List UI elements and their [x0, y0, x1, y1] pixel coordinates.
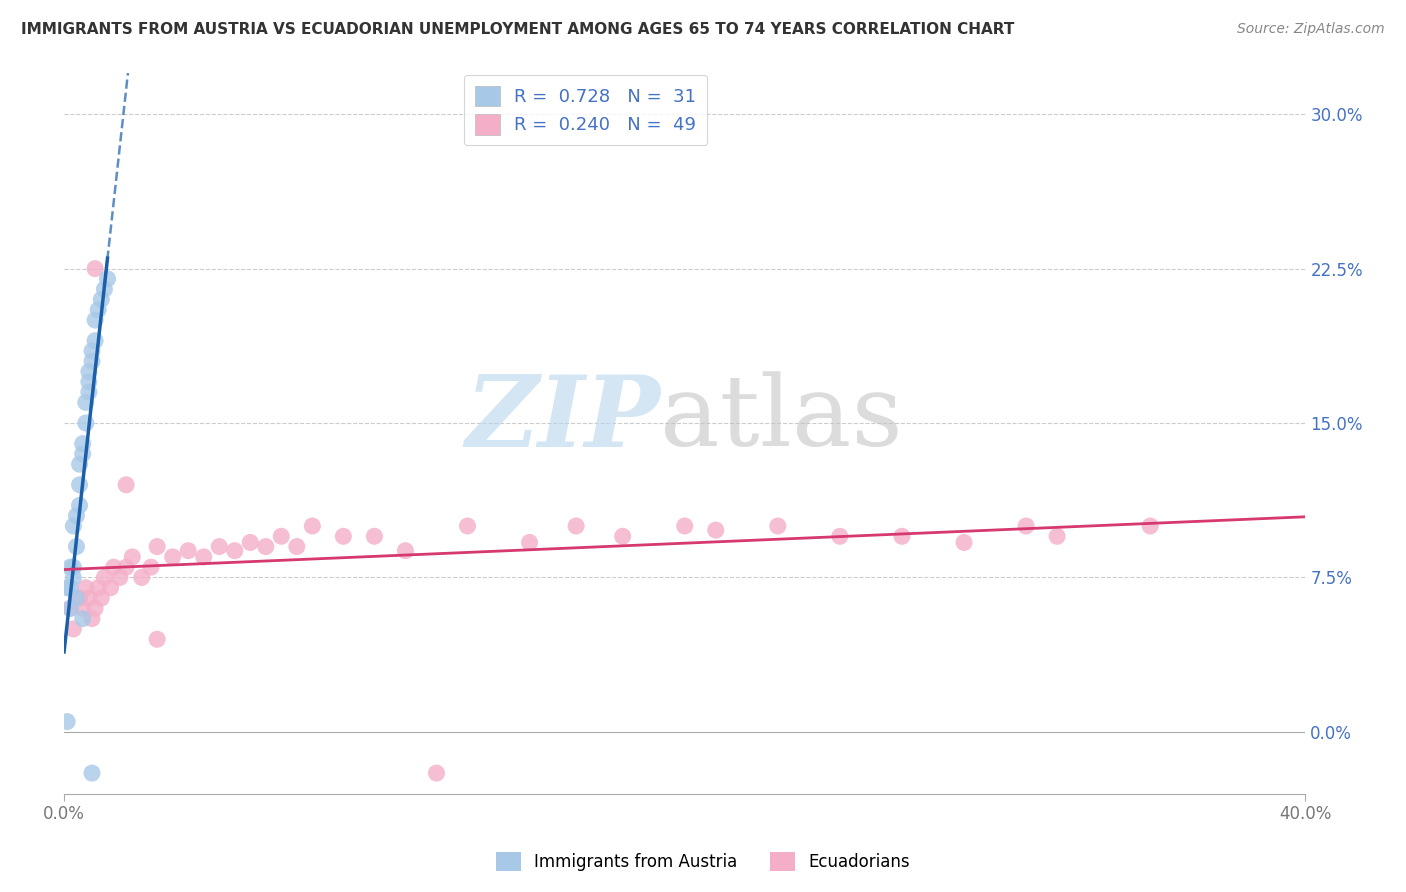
Legend: Immigrants from Austria, Ecuadorians: Immigrants from Austria, Ecuadorians [488, 843, 918, 880]
Point [239, 535, 262, 549]
Point [69, 499, 91, 513]
Point [828, 529, 851, 543]
Point [131, 570, 153, 584]
Point [77, 365, 100, 379]
Point [103, 560, 125, 574]
Point [456, 519, 478, 533]
Point [177, 543, 200, 558]
Point [56, 714, 79, 729]
Point [72, 612, 94, 626]
Point [75, 416, 97, 430]
Point [121, 549, 143, 564]
Point [270, 529, 292, 543]
Point [146, 632, 169, 647]
Point [301, 519, 323, 533]
Point [75, 581, 97, 595]
Point [80, 343, 103, 358]
Point [90, 293, 112, 307]
Point [224, 543, 246, 558]
Point [254, 540, 277, 554]
Point [77, 591, 100, 605]
Point [704, 523, 727, 537]
Point [673, 519, 696, 533]
Point [1046, 529, 1069, 543]
Point [84, 601, 107, 615]
Point [75, 395, 97, 409]
Point [612, 529, 634, 543]
Point [62, 519, 84, 533]
Point [162, 549, 184, 564]
Point [77, 385, 100, 400]
Point [69, 591, 91, 605]
Point [65, 591, 87, 605]
Point [65, 508, 87, 523]
Point [285, 540, 308, 554]
Point [363, 529, 385, 543]
Point [115, 560, 138, 574]
Point [146, 540, 169, 554]
Point [1015, 519, 1038, 533]
Point [59, 560, 82, 574]
Text: atlas: atlas [659, 371, 903, 467]
Point [332, 529, 354, 543]
Point [93, 570, 115, 584]
Point [891, 529, 914, 543]
Point [90, 591, 112, 605]
Point [77, 375, 100, 389]
Point [1139, 519, 1161, 533]
Point [80, 612, 103, 626]
Point [62, 560, 84, 574]
Point [100, 581, 122, 595]
Point [62, 570, 84, 584]
Point [72, 447, 94, 461]
Point [72, 436, 94, 450]
Point [565, 519, 588, 533]
Point [59, 601, 82, 615]
Point [69, 478, 91, 492]
Point [953, 535, 976, 549]
Point [72, 601, 94, 615]
Point [80, 354, 103, 368]
Point [69, 457, 91, 471]
Point [394, 543, 416, 558]
Point [62, 622, 84, 636]
Point [59, 581, 82, 595]
Point [425, 766, 447, 780]
Point [519, 535, 541, 549]
Point [93, 282, 115, 296]
Point [766, 519, 789, 533]
Point [84, 313, 107, 327]
Point [65, 540, 87, 554]
Text: IMMIGRANTS FROM AUSTRIA VS ECUADORIAN UNEMPLOYMENT AMONG AGES 65 TO 74 YEARS COR: IMMIGRANTS FROM AUSTRIA VS ECUADORIAN UN… [21, 22, 1015, 37]
Point [208, 540, 231, 554]
Point [87, 581, 110, 595]
Legend: R =  0.728   N =  31, R =  0.240   N =  49: R = 0.728 N = 31, R = 0.240 N = 49 [464, 75, 707, 145]
Point [56, 581, 79, 595]
Point [80, 766, 103, 780]
Text: Source: ZipAtlas.com: Source: ZipAtlas.com [1237, 22, 1385, 37]
Point [139, 560, 162, 574]
Point [84, 261, 107, 276]
Point [115, 478, 138, 492]
Point [59, 601, 82, 615]
Point [108, 570, 131, 584]
Point [87, 302, 110, 317]
Point [193, 549, 215, 564]
Point [84, 334, 107, 348]
Point [96, 272, 118, 286]
Text: ZIP: ZIP [465, 371, 659, 467]
